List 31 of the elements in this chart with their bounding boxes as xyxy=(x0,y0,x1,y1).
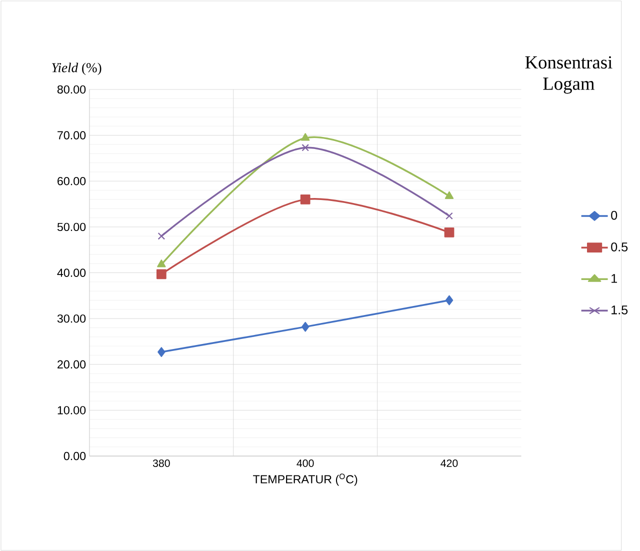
x-tick-label: 400 xyxy=(296,459,314,467)
x-axis-title: TEMPERATUR ($^{O}$C) xyxy=(253,474,358,486)
y-tick-label: 30.00 xyxy=(57,314,86,323)
y-tick-label: 70.00 xyxy=(58,131,86,140)
y-tick-label: 50.00 xyxy=(57,222,86,231)
x-tick-label: 420 xyxy=(440,459,458,467)
y-tick-label: 20.00 xyxy=(58,360,86,368)
y-axis-title: Yield (%) xyxy=(52,62,102,75)
point xyxy=(302,144,310,152)
point xyxy=(156,269,166,279)
point xyxy=(444,227,454,238)
point xyxy=(158,232,166,240)
legend-title: Konsentrasi Logam xyxy=(525,56,612,94)
point xyxy=(300,194,310,204)
y-tick-label: 0.00 xyxy=(64,452,86,460)
point xyxy=(158,346,166,357)
point xyxy=(300,132,310,141)
point xyxy=(446,212,453,220)
x-tick-label: 380 xyxy=(152,459,170,467)
y-tick-label: 80.00 xyxy=(57,85,86,94)
point xyxy=(444,191,454,199)
legend-label: 1 xyxy=(612,274,617,283)
point xyxy=(157,259,166,268)
y-tick-label: 60.00 xyxy=(58,176,86,186)
point xyxy=(445,295,454,306)
legend-label: 0 xyxy=(611,210,618,220)
legend-label: 0.5 xyxy=(611,242,628,252)
y-tick-label: 40.00 xyxy=(57,268,86,277)
point xyxy=(301,322,310,332)
legend-label: 1.5 xyxy=(612,305,628,314)
y-tick-label: 10.00 xyxy=(58,406,86,414)
